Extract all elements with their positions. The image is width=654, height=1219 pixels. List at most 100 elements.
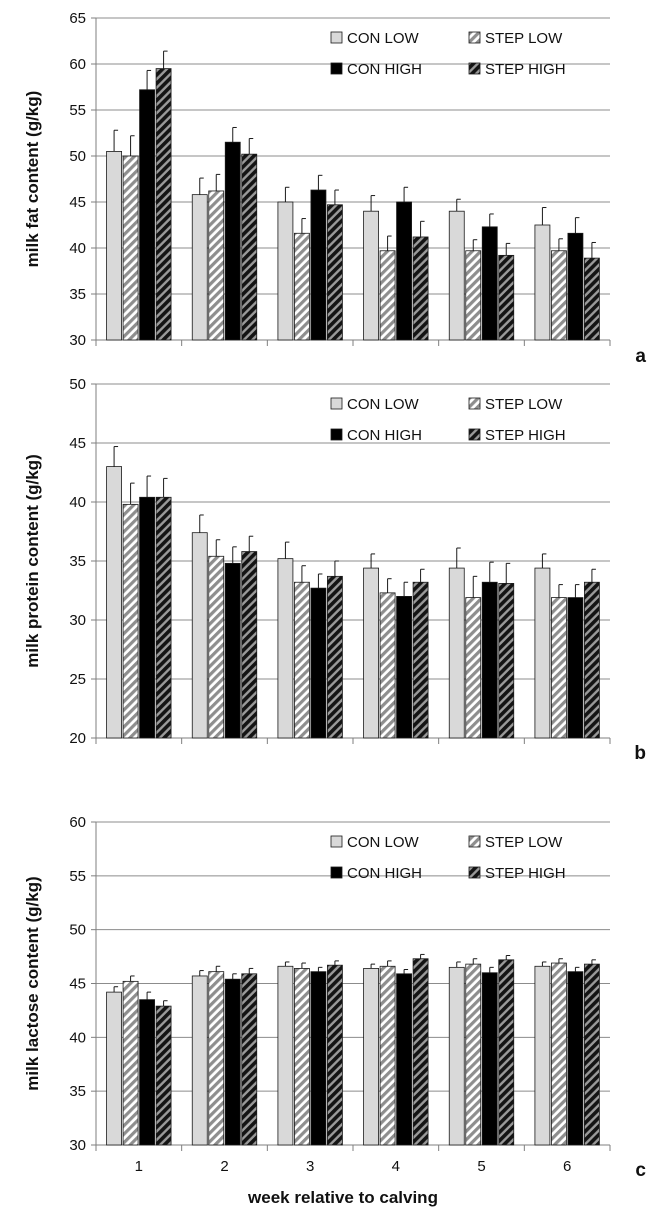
- legend-swatch: [468, 397, 481, 410]
- legend-label: STEP HIGH: [485, 865, 566, 882]
- bar: [551, 597, 567, 739]
- bar: [465, 963, 482, 1146]
- y-tick-label: 30: [69, 1137, 86, 1154]
- legend-swatch: [330, 62, 343, 75]
- bar: [310, 971, 327, 1146]
- y-tick-label: 35: [69, 1083, 86, 1100]
- legend-swatch: [468, 835, 481, 848]
- bar: [277, 965, 294, 1146]
- bar: [327, 575, 343, 739]
- bar: [122, 503, 139, 739]
- bar: [224, 141, 241, 341]
- bar: [139, 89, 155, 341]
- bar: [584, 963, 600, 1146]
- bar: [412, 236, 429, 341]
- bar: [567, 597, 584, 739]
- y-axis-title: milk lactose content (g/kg): [23, 876, 42, 1090]
- bar: [208, 190, 225, 341]
- bar: [327, 204, 343, 341]
- bar: [396, 973, 412, 1146]
- chart-panel-b: 20 25 30 35 40 45 50 CON LOW STEP LOW CON HIGH STE…: [23, 376, 646, 764]
- bar: [155, 1005, 172, 1146]
- y-tick-label: 40: [69, 240, 86, 257]
- bar: [396, 201, 412, 341]
- bar: [224, 562, 241, 739]
- y-tick-label: 50: [69, 376, 86, 393]
- y-tick-label: 50: [69, 922, 86, 939]
- y-tick-label: 25: [69, 671, 86, 688]
- y-tick-label: 40: [69, 1029, 86, 1046]
- y-tick-label: 45: [69, 435, 86, 452]
- bar: [106, 466, 122, 739]
- bar: [241, 551, 258, 739]
- bar: [379, 965, 396, 1146]
- bar: [551, 962, 567, 1146]
- y-tick-label: 50: [69, 148, 86, 165]
- bar: [465, 597, 482, 739]
- bar: [534, 567, 551, 739]
- bar: [412, 958, 429, 1146]
- bar: [208, 555, 225, 739]
- legend-swatch: [330, 866, 343, 879]
- legend-swatch: [468, 31, 481, 44]
- bar: [379, 250, 396, 341]
- bar: [448, 567, 465, 739]
- legend-label: STEP HIGH: [485, 61, 566, 78]
- legend-swatch: [330, 835, 343, 848]
- bar: [155, 496, 172, 739]
- bar: [396, 596, 412, 739]
- bar: [363, 567, 379, 739]
- bar: [191, 194, 208, 341]
- bar: [208, 971, 225, 1146]
- y-axis-title: milk fat content (g/kg): [23, 91, 42, 268]
- bar: [534, 965, 551, 1146]
- bar: [191, 532, 208, 739]
- legend-label: STEP LOW: [485, 396, 563, 413]
- bar: [448, 966, 465, 1146]
- y-tick-label: 20: [69, 730, 86, 747]
- bar: [122, 155, 139, 341]
- bar: [567, 232, 584, 341]
- bar: [327, 964, 343, 1146]
- bar: [481, 972, 498, 1146]
- bar: [481, 226, 498, 341]
- bar: [294, 581, 310, 739]
- bar: [277, 201, 294, 341]
- bar: [155, 68, 172, 341]
- x-tick-label: 1: [135, 1158, 143, 1175]
- legend-swatch: [468, 866, 481, 879]
- legend-label: CON LOW: [347, 30, 420, 47]
- bar: [294, 232, 310, 341]
- bar: [106, 991, 122, 1146]
- legend-swatch: [330, 428, 343, 441]
- chart-panel-a: 30 35 40 45 50 55 60 65 CON LOW STEP LOW CON HIGH S…: [23, 10, 646, 367]
- y-tick-label: 60: [69, 56, 86, 73]
- legend-label: STEP LOW: [485, 30, 563, 47]
- legend-swatch: [330, 397, 343, 410]
- bar: [534, 224, 551, 341]
- y-tick-label: 30: [69, 612, 86, 629]
- bar: [122, 980, 139, 1146]
- bar: [277, 558, 294, 739]
- bar: [363, 968, 379, 1146]
- x-axis-title: week relative to calving: [247, 1188, 438, 1207]
- bar: [106, 150, 122, 341]
- bar: [498, 583, 515, 739]
- y-tick-label: 35: [69, 553, 86, 570]
- x-tick-label: 2: [220, 1158, 228, 1175]
- bar: [584, 581, 600, 739]
- y-axis-title: milk protein content (g/kg): [23, 454, 42, 667]
- legend-label: CON HIGH: [347, 865, 422, 882]
- panel-letter: b: [634, 743, 646, 764]
- legend-swatch: [468, 428, 481, 441]
- bar: [481, 581, 498, 739]
- legend-label: STEP LOW: [485, 834, 563, 851]
- legend-label: CON LOW: [347, 834, 420, 851]
- x-tick-label: 6: [563, 1158, 571, 1175]
- bar: [241, 973, 258, 1146]
- bar: [551, 250, 567, 341]
- legend-label: CON LOW: [347, 396, 420, 413]
- bar: [498, 959, 515, 1146]
